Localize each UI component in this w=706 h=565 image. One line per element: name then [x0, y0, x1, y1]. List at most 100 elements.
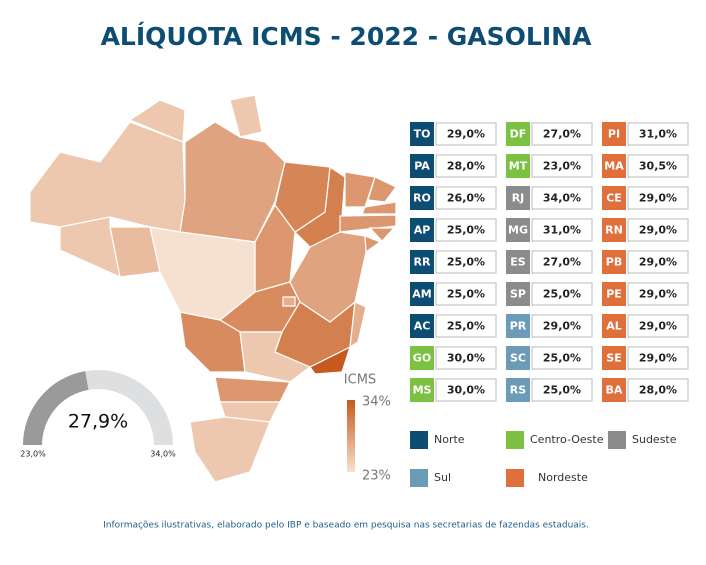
rate-box [435, 346, 497, 370]
state-rate: 30,5% [639, 160, 677, 173]
gauge-min: 23,0% [20, 450, 46, 459]
state-code: MG [508, 224, 528, 237]
rate-box [531, 154, 593, 178]
gauge-value: 27,9% [68, 411, 128, 433]
rate-box [627, 314, 689, 338]
rate-box [531, 186, 593, 210]
state-rate: 27,0% [543, 128, 581, 141]
state-code: PR [510, 320, 527, 333]
state-shape [364, 235, 382, 254]
state-rate: 25,0% [447, 256, 485, 269]
rate-box [531, 314, 593, 338]
state-badge [602, 250, 626, 274]
state-badge [410, 314, 434, 338]
state-code: AP [414, 224, 431, 237]
rate-box [435, 122, 497, 146]
state-rate: 30,0% [447, 352, 485, 365]
rate-box [627, 250, 689, 274]
state-badge [602, 282, 626, 306]
state-code: MS [413, 384, 432, 397]
legend-swatch [410, 431, 428, 449]
state-code: GO [413, 352, 431, 365]
state-code: SC [510, 352, 526, 365]
rate-box [435, 282, 497, 306]
gauge-fill [23, 371, 89, 445]
rate-box [627, 282, 689, 306]
state-badge [506, 186, 530, 210]
state-code: TO [414, 128, 431, 141]
state-badge [602, 346, 626, 370]
state-code: PI [608, 128, 620, 141]
rate-box [435, 250, 497, 274]
rate-box [435, 186, 497, 210]
legend-label: Centro-Oeste [530, 433, 604, 446]
state-code: PE [606, 288, 622, 301]
state-badge [506, 378, 530, 402]
state-code: BA [606, 384, 623, 397]
state-code: RN [605, 224, 623, 237]
legend-swatch [410, 469, 428, 487]
state-badge [410, 186, 434, 210]
state-shape [29, 121, 186, 233]
state-rate: 29,0% [447, 128, 485, 141]
state-shape [128, 99, 186, 143]
legend-label: Sudeste [632, 433, 677, 446]
state-code: AL [606, 320, 622, 333]
state-rate: 29,0% [639, 224, 677, 237]
state-code: DF [510, 128, 527, 141]
legend-swatch [506, 431, 524, 449]
state-badge [410, 250, 434, 274]
rate-box [627, 346, 689, 370]
state-badge [602, 218, 626, 242]
state-rate: 25,0% [543, 288, 581, 301]
legend-label: Sul [434, 471, 451, 484]
state-rate: 29,0% [543, 320, 581, 333]
state-rate: 25,0% [543, 352, 581, 365]
state-shape [339, 214, 397, 233]
state-rate: 29,0% [639, 288, 677, 301]
rate-box [435, 378, 497, 402]
state-badge [410, 282, 434, 306]
state-shape [149, 226, 256, 321]
state-rate: 34,0% [543, 192, 581, 205]
rate-box [435, 314, 497, 338]
state-badge [410, 122, 434, 146]
state-badge [506, 122, 530, 146]
state-code: PB [606, 256, 622, 269]
state-shape [367, 176, 397, 203]
state-rate: 31,0% [543, 224, 581, 237]
rate-box [531, 282, 593, 306]
state-shape [349, 301, 367, 349]
state-rate: 23,0% [543, 160, 581, 173]
state-code: SP [510, 288, 526, 301]
scale-min: 23% [362, 469, 391, 484]
state-shape [239, 331, 312, 383]
state-code: RJ [512, 192, 525, 205]
legend-swatch [506, 469, 524, 487]
state-rate: 31,0% [639, 128, 677, 141]
title: ALÍQUOTA ICMS - 2022 - GASOLINA [101, 22, 593, 51]
state-badge [602, 154, 626, 178]
state-code: PA [414, 160, 430, 173]
state-code: RS [510, 384, 526, 397]
state-code: SE [606, 352, 621, 365]
state-badge [410, 378, 434, 402]
rate-box [531, 250, 593, 274]
scale-bar [347, 400, 355, 472]
state-rate: 25,0% [543, 384, 581, 397]
state-code: AM [412, 288, 431, 301]
state-shape [282, 296, 296, 307]
legend-label: Norte [434, 433, 465, 446]
state-shape [189, 416, 271, 483]
state-badge [506, 154, 530, 178]
state-code: RO [413, 192, 431, 205]
state-code: CE [606, 192, 622, 205]
state-badge [506, 314, 530, 338]
state-shape [274, 161, 331, 233]
state-shape [229, 94, 263, 138]
state-badge [410, 154, 434, 178]
state-badge [410, 346, 434, 370]
rate-box [627, 218, 689, 242]
state-badge [506, 250, 530, 274]
